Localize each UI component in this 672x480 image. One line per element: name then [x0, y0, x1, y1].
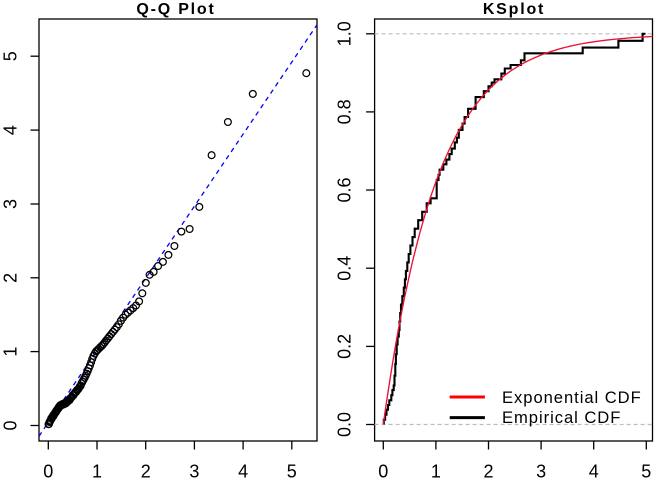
- svg-text:4: 4: [1, 125, 21, 135]
- svg-text:2: 2: [483, 462, 493, 480]
- svg-text:4: 4: [238, 462, 248, 480]
- svg-text:0: 0: [1, 420, 21, 430]
- svg-text:3: 3: [189, 462, 199, 480]
- svg-text:0.6: 0.6: [335, 177, 355, 202]
- svg-text:Empirical CDF: Empirical CDF: [502, 408, 621, 427]
- svg-text:3: 3: [536, 462, 546, 480]
- svg-text:1: 1: [1, 347, 21, 357]
- svg-text:0: 0: [43, 462, 53, 480]
- svg-text:5: 5: [641, 462, 651, 480]
- svg-text:2: 2: [141, 462, 151, 480]
- svg-text:0.2: 0.2: [335, 334, 355, 359]
- svg-text:0: 0: [378, 462, 388, 480]
- svg-text:Exponential CDF: Exponential CDF: [502, 388, 642, 407]
- svg-text:Q-Q Plot: Q-Q Plot: [136, 1, 215, 18]
- svg-text:5: 5: [287, 462, 297, 480]
- svg-text:4: 4: [589, 462, 599, 480]
- svg-text:5: 5: [1, 51, 21, 61]
- svg-text:0.8: 0.8: [335, 99, 355, 124]
- svg-text:3: 3: [1, 199, 21, 209]
- svg-text:0.0: 0.0: [335, 412, 355, 437]
- svg-text:0.4: 0.4: [335, 256, 355, 281]
- svg-text:1: 1: [431, 462, 441, 480]
- svg-text:2: 2: [1, 273, 21, 283]
- svg-text:1: 1: [92, 462, 102, 480]
- svg-text:1.0: 1.0: [335, 21, 355, 46]
- svg-text:KSplot: KSplot: [483, 1, 545, 18]
